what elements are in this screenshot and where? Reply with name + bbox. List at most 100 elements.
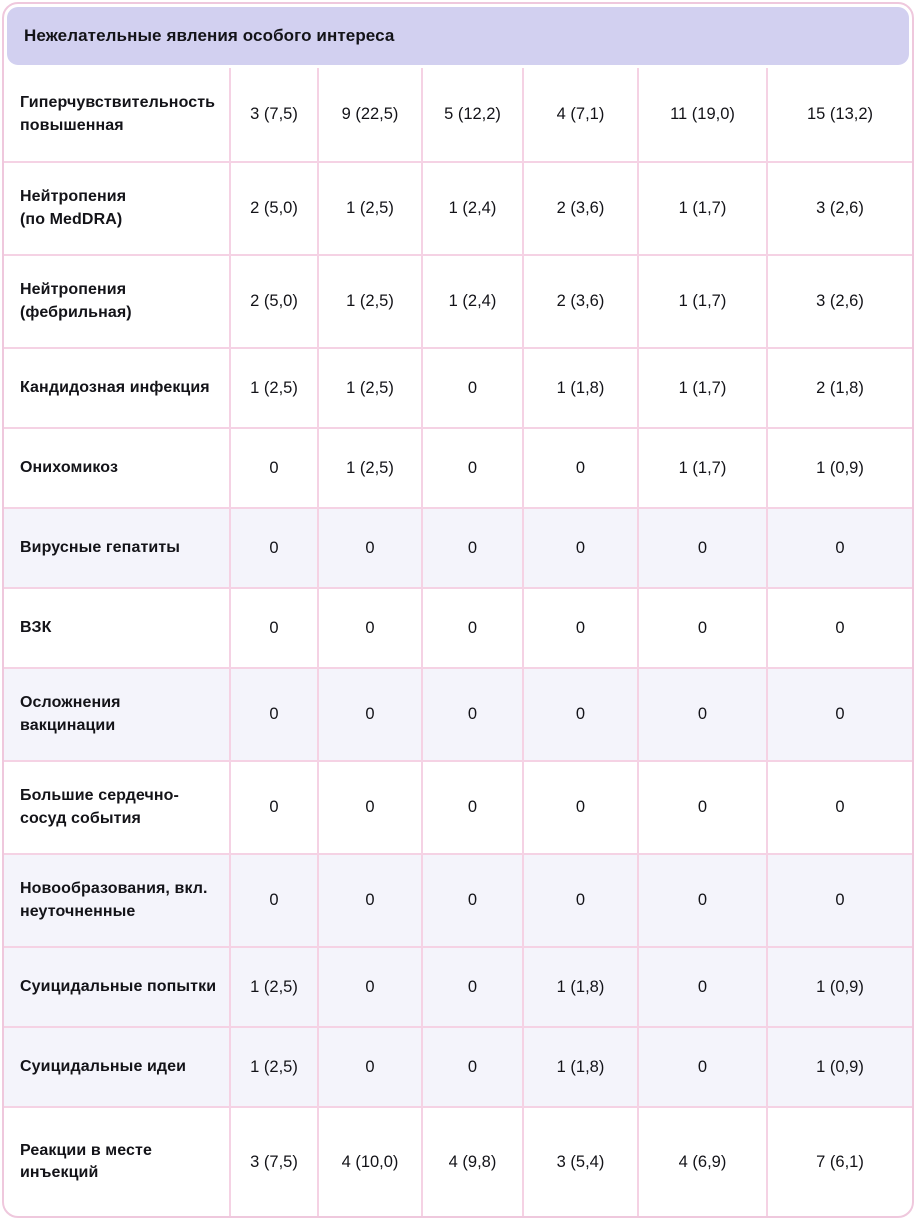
table-row: Вирусные гепатиты 0 0 0 0 0 0 (4, 507, 912, 587)
value-cell: 0 (766, 509, 912, 587)
value-cell: 3 (2,6) (766, 163, 912, 254)
table-row: Суицидальные попытки 1 (2,5) 0 0 1 (1,8) 0 1 (… (4, 946, 912, 1026)
value-cell: 1 (1,7) (637, 256, 766, 347)
value-cell: 0 (637, 1028, 766, 1106)
row-label: Большие сердечно- сосуд события (20, 787, 179, 827)
table-title-bar: Нежелательные явления особого интереса (7, 7, 909, 65)
value-cell: 4 (9,8) (421, 1108, 522, 1216)
value-cell: 0 (421, 669, 522, 760)
row-label: Суицидальные попытки (20, 977, 217, 995)
row-label: ВЗК (20, 618, 52, 636)
value-cell: 2 (3,6) (522, 256, 637, 347)
value-cell: 0 (421, 429, 522, 507)
value-cell: 0 (229, 669, 317, 760)
value-cell: 1 (0,9) (766, 948, 912, 1026)
value-cell: 0 (317, 948, 421, 1026)
value-cell: 0 (637, 589, 766, 667)
value-cell: 1 (2,5) (229, 1028, 317, 1106)
row-label: Нейтропения (по MedDRA) (20, 188, 127, 228)
value-cell: 0 (229, 509, 317, 587)
row-label: Кандидозная инфекция (20, 378, 210, 396)
value-cell: 0 (421, 509, 522, 587)
value-cell: 1 (1,8) (522, 1028, 637, 1106)
value-cell: 0 (637, 509, 766, 587)
value-cell: 0 (522, 762, 637, 853)
value-cell: 0 (317, 509, 421, 587)
row-label: Онихомикоз (20, 458, 118, 476)
value-cell: 4 (7,1) (522, 68, 637, 161)
value-cell: 9 (22,5) (317, 68, 421, 161)
value-cell: 0 (317, 855, 421, 946)
value-cell: 0 (637, 762, 766, 853)
table-row: Суицидальные идеи 1 (2,5) 0 0 1 (1,8) 0 1 (0,9… (4, 1026, 912, 1106)
value-cell: 0 (522, 429, 637, 507)
value-cell: 1 (0,9) (766, 1028, 912, 1106)
value-cell: 2 (3,6) (522, 163, 637, 254)
value-cell: 0 (522, 509, 637, 587)
value-cell: 1 (0,9) (766, 429, 912, 507)
table-row: ВЗК 0 0 0 0 0 0 (4, 587, 912, 667)
value-cell: 0 (317, 589, 421, 667)
value-cell: 11 (19,0) (637, 68, 766, 161)
value-cell: 0 (766, 669, 912, 760)
value-cell: 1 (1,7) (637, 349, 766, 427)
table-row: Нейтропения (по MedDRA) 2 (5,0) 1 (2,5) 1 (… (4, 161, 912, 254)
value-cell: 0 (637, 669, 766, 760)
value-cell: 15 (13,2) (766, 68, 912, 161)
table-row: Осложнения вакцинации 0 0 0 0 0 0 (4, 667, 912, 760)
value-cell: 0 (229, 762, 317, 853)
row-label: Суицидальные идеи (20, 1057, 187, 1075)
value-cell: 0 (317, 1028, 421, 1106)
value-cell: 0 (522, 589, 637, 667)
value-cell: 3 (2,6) (766, 256, 912, 347)
row-label: Новообразования, вкл. неуточненные (20, 880, 208, 920)
value-cell: 1 (1,7) (637, 163, 766, 254)
value-cell: 7 (6,1) (766, 1108, 912, 1216)
value-cell: 0 (766, 855, 912, 946)
aei-table-rows: Гиперчувствительность повышенная 3 (7,5) 9… (4, 68, 912, 1216)
value-cell: 3 (7,5) (229, 68, 317, 161)
value-cell: 1 (2,5) (317, 429, 421, 507)
value-cell: 1 (2,5) (229, 948, 317, 1026)
value-cell: 5 (12,2) (421, 68, 522, 161)
value-cell: 2 (5,0) (229, 163, 317, 254)
value-cell: 0 (421, 349, 522, 427)
value-cell: 0 (421, 855, 522, 946)
value-cell: 0 (229, 589, 317, 667)
value-cell: 0 (317, 762, 421, 853)
value-cell: 0 (637, 948, 766, 1026)
value-cell: 0 (637, 855, 766, 946)
table-row: Гиперчувствительность повышенная 3 (7,5) 9… (4, 68, 912, 161)
table-row: Нейтропения (фебрильная) 2 (5,0) 1 (2,5) 1 … (4, 254, 912, 347)
row-label: Реакции в месте инъекций (20, 1141, 152, 1181)
value-cell: 0 (522, 855, 637, 946)
value-cell: 2 (5,0) (229, 256, 317, 347)
value-cell: 0 (522, 669, 637, 760)
value-cell: 0 (317, 669, 421, 760)
table-title: Нежелательные явления особого интереса (24, 26, 395, 45)
value-cell: 0 (421, 589, 522, 667)
value-cell: 0 (421, 762, 522, 853)
table-row: Новообразования, вкл. неуточненные 0 0 0 0 0 0 (4, 853, 912, 946)
value-cell: 1 (2,5) (229, 349, 317, 427)
table-row: Онихомикоз 0 1 (2,5) 0 0 1 (1,7) 1 (0,9) (4, 427, 912, 507)
value-cell: 2 (1,8) (766, 349, 912, 427)
row-label: Нейтропения (фебрильная) (20, 281, 132, 321)
value-cell: 1 (1,8) (522, 948, 637, 1026)
value-cell: 3 (7,5) (229, 1108, 317, 1216)
value-cell: 4 (6,9) (637, 1108, 766, 1216)
value-cell: 1 (2,5) (317, 163, 421, 254)
value-cell: 0 (229, 429, 317, 507)
row-label: Гиперчувствительность повышенная (20, 94, 216, 134)
value-cell: 1 (1,7) (637, 429, 766, 507)
table-row: Реакции в месте инъекций 3 (7,5) 4 (10,0) 4… (4, 1106, 912, 1216)
value-cell: 0 (766, 762, 912, 853)
table-row: Кандидозная инфекция 1 (2,5) 1 (2,5) 0 1 (1,… (4, 347, 912, 427)
value-cell: 4 (10,0) (317, 1108, 421, 1216)
value-cell: 0 (229, 855, 317, 946)
value-cell: 1 (2,5) (317, 256, 421, 347)
value-cell: 1 (2,5) (317, 349, 421, 427)
value-cell: 3 (5,4) (522, 1108, 637, 1216)
value-cell: 0 (421, 1028, 522, 1106)
